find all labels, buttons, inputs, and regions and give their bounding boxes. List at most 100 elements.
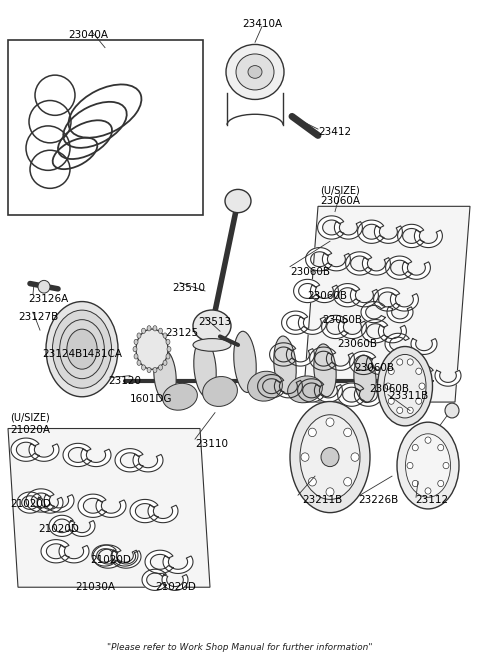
- Circle shape: [326, 418, 334, 426]
- Ellipse shape: [142, 328, 145, 333]
- Ellipse shape: [46, 302, 118, 397]
- Polygon shape: [303, 207, 470, 402]
- Ellipse shape: [147, 367, 151, 373]
- Circle shape: [407, 407, 413, 413]
- Circle shape: [344, 428, 352, 437]
- Ellipse shape: [154, 349, 176, 402]
- Ellipse shape: [203, 377, 238, 407]
- Circle shape: [344, 478, 352, 486]
- Polygon shape: [411, 338, 437, 354]
- Polygon shape: [350, 289, 378, 307]
- Ellipse shape: [290, 401, 370, 512]
- Ellipse shape: [60, 319, 104, 379]
- Text: (U/SIZE): (U/SIZE): [320, 185, 360, 195]
- Polygon shape: [163, 556, 193, 573]
- Polygon shape: [435, 371, 461, 386]
- Polygon shape: [44, 495, 74, 512]
- Polygon shape: [366, 357, 395, 375]
- Ellipse shape: [274, 336, 296, 394]
- Text: 23510: 23510: [172, 283, 205, 293]
- Polygon shape: [358, 220, 384, 243]
- Polygon shape: [69, 521, 95, 537]
- Ellipse shape: [147, 325, 151, 331]
- Polygon shape: [112, 550, 138, 566]
- Circle shape: [412, 444, 418, 451]
- Polygon shape: [361, 302, 385, 323]
- Polygon shape: [41, 540, 69, 563]
- Circle shape: [438, 480, 444, 487]
- Circle shape: [445, 403, 459, 418]
- Polygon shape: [8, 428, 210, 587]
- Polygon shape: [397, 224, 424, 247]
- Polygon shape: [334, 283, 360, 307]
- Polygon shape: [354, 389, 383, 406]
- Bar: [8, 40, 203, 215]
- Ellipse shape: [153, 325, 157, 331]
- Text: 23412: 23412: [318, 127, 351, 137]
- Text: 23127B: 23127B: [18, 312, 58, 322]
- Circle shape: [407, 359, 413, 365]
- Polygon shape: [387, 307, 413, 323]
- Ellipse shape: [142, 365, 145, 370]
- Polygon shape: [310, 347, 336, 371]
- Polygon shape: [270, 343, 296, 366]
- Polygon shape: [409, 365, 433, 386]
- Circle shape: [397, 407, 403, 413]
- Polygon shape: [335, 222, 362, 239]
- Polygon shape: [63, 443, 91, 466]
- Circle shape: [308, 428, 316, 437]
- Circle shape: [407, 462, 413, 469]
- Ellipse shape: [158, 365, 163, 370]
- Circle shape: [443, 462, 449, 469]
- Ellipse shape: [406, 434, 451, 497]
- Ellipse shape: [193, 310, 231, 342]
- Polygon shape: [287, 348, 314, 366]
- Text: 23060B: 23060B: [337, 338, 377, 348]
- Circle shape: [438, 444, 444, 451]
- Polygon shape: [385, 333, 409, 354]
- Text: 23112: 23112: [415, 495, 448, 505]
- Ellipse shape: [166, 339, 170, 344]
- Circle shape: [301, 453, 309, 461]
- Circle shape: [388, 398, 394, 404]
- Text: 1601DG: 1601DG: [130, 394, 172, 403]
- Text: 21020D: 21020D: [90, 556, 131, 565]
- Polygon shape: [81, 449, 111, 466]
- Polygon shape: [37, 497, 63, 513]
- Ellipse shape: [225, 190, 251, 213]
- Polygon shape: [142, 569, 166, 590]
- Polygon shape: [93, 545, 121, 568]
- Polygon shape: [390, 294, 419, 311]
- Ellipse shape: [158, 328, 163, 333]
- Ellipse shape: [166, 354, 170, 359]
- Polygon shape: [298, 379, 324, 402]
- Polygon shape: [318, 216, 344, 239]
- Ellipse shape: [354, 355, 376, 403]
- Circle shape: [416, 398, 422, 404]
- Polygon shape: [338, 321, 366, 338]
- Ellipse shape: [397, 422, 459, 509]
- Ellipse shape: [300, 415, 360, 499]
- Circle shape: [425, 437, 431, 443]
- Circle shape: [416, 368, 422, 375]
- Ellipse shape: [163, 383, 197, 410]
- Text: 23226B: 23226B: [358, 495, 398, 505]
- Ellipse shape: [167, 346, 171, 352]
- Text: 23126A: 23126A: [28, 294, 68, 304]
- Text: 23125: 23125: [165, 328, 198, 338]
- Ellipse shape: [136, 329, 168, 369]
- Ellipse shape: [314, 344, 336, 397]
- Text: 21020A: 21020A: [10, 425, 50, 436]
- Polygon shape: [78, 494, 106, 518]
- Ellipse shape: [67, 329, 97, 369]
- Ellipse shape: [52, 310, 111, 388]
- Ellipse shape: [248, 371, 282, 401]
- Polygon shape: [294, 279, 320, 302]
- Ellipse shape: [163, 333, 167, 338]
- Ellipse shape: [194, 339, 216, 398]
- Circle shape: [321, 447, 339, 466]
- Text: 23060B: 23060B: [322, 316, 362, 325]
- Ellipse shape: [134, 354, 138, 359]
- Polygon shape: [26, 489, 54, 512]
- Ellipse shape: [377, 346, 432, 426]
